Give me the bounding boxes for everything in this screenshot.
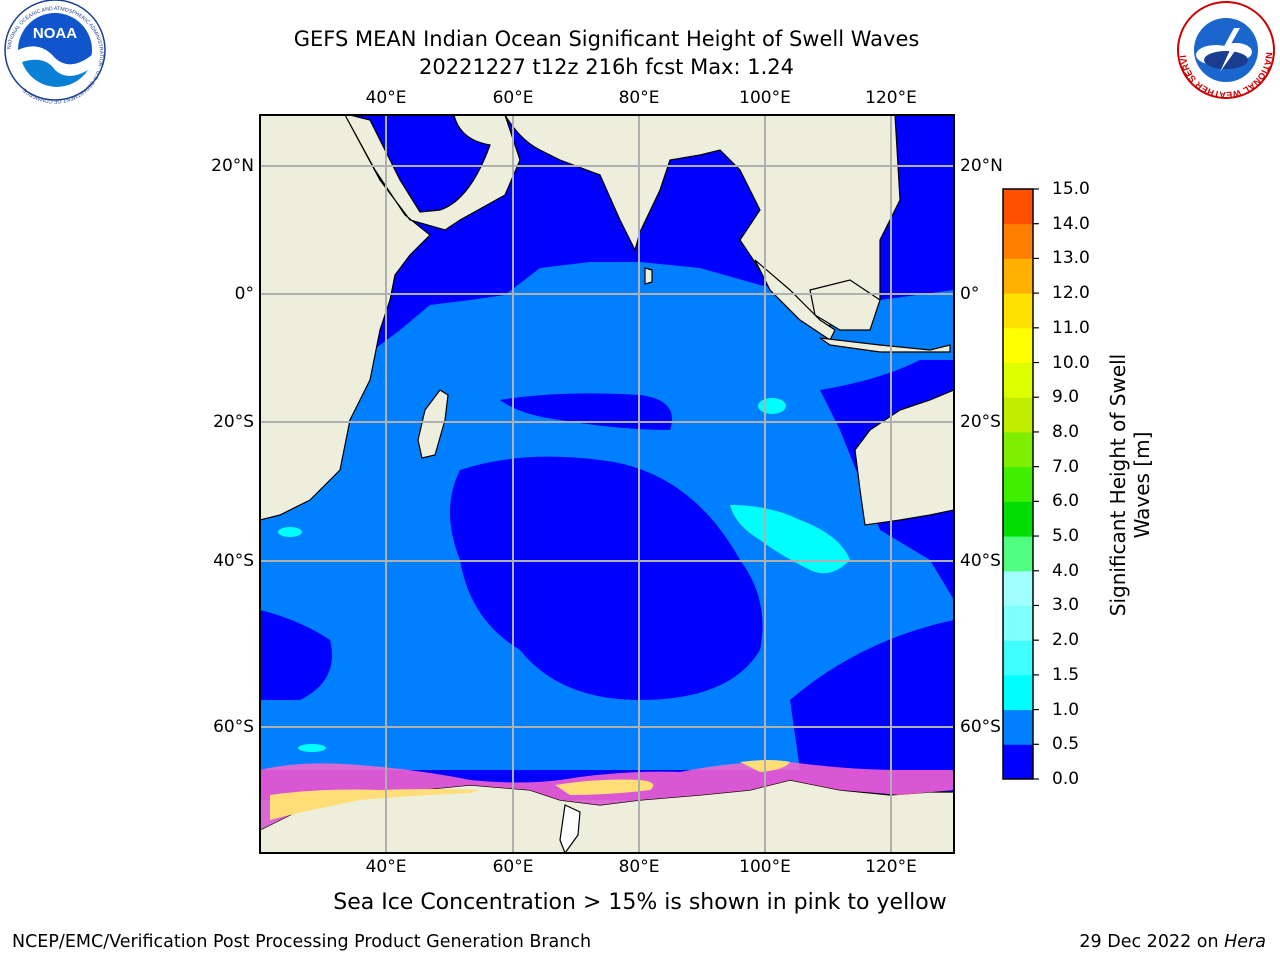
colorbar-tick-label: 12.0 [1052, 283, 1090, 304]
colorbar-band [1003, 709, 1033, 745]
colorbar-band [1003, 744, 1033, 780]
colorbar-tick-label: 0.5 [1052, 734, 1080, 755]
colorbar-band [1003, 189, 1033, 225]
footer-credit: NCEP/EMC/Verification Post Processing Pr… [12, 932, 592, 952]
lon-tick-top: 60°E [492, 88, 534, 108]
colorbar-band [1003, 397, 1033, 433]
lat-tick-left: 60°S [213, 717, 254, 737]
colorbar-tick-label: 1.0 [1052, 699, 1080, 720]
chart-title: GEFS MEAN Indian Ocean Significant Heigh… [293, 27, 920, 51]
lat-tick-left: 0° [234, 284, 254, 304]
colorbar-band [1003, 640, 1033, 676]
map-frame [259, 114, 955, 854]
lat-tick-right: 20°S [960, 412, 1001, 432]
land-masses [260, 115, 954, 853]
colorbar-tick-label: 10.0 [1052, 352, 1090, 373]
colorbar-tick-label: 1.5 [1052, 664, 1080, 685]
footer-date: 29 Dec 2022 on Hera [1079, 932, 1266, 952]
lon-tick-bottom: 100°E [739, 857, 791, 877]
colorbar-band [1003, 605, 1033, 641]
colorbar-tick-label: 13.0 [1052, 248, 1090, 269]
colorbar-tick-label: 15.0 [1052, 179, 1090, 199]
colorbar-band [1003, 431, 1033, 468]
lon-tick-bottom: 80°E [618, 857, 660, 877]
lat-tick-right: 60°S [960, 717, 1001, 737]
colorbar-label: Significant Height of Swell Waves [m] [1106, 353, 1154, 617]
lon-tick-top: 80°E [618, 88, 660, 108]
colorbar-tick-label: 11.0 [1052, 317, 1090, 338]
lon-tick-bottom: 40°E [365, 857, 407, 877]
sea-ice-caption: Sea Ice Concentration > 15% is shown in … [333, 890, 947, 915]
colorbar-tick-label: 0.0 [1052, 769, 1080, 789]
colorbar-tick-label: 3.0 [1052, 595, 1080, 616]
lon-tick-top: 40°E [365, 88, 407, 108]
colorbar-band [1003, 327, 1033, 364]
lat-tick-right: 20°N [960, 156, 1003, 176]
colorbar-tick-label: 6.0 [1052, 491, 1080, 512]
colorbar-tick-label: 5.0 [1052, 526, 1080, 547]
colorbar-tick-label: 14.0 [1052, 213, 1090, 234]
colorbar-tick-label: 2.0 [1052, 630, 1080, 651]
lat-tick-left: 40°S [213, 551, 254, 571]
lat-tick-left: 20°N [211, 156, 254, 176]
colorbar-band [1003, 536, 1033, 572]
colorbar-band [1003, 223, 1033, 259]
colorbar-frame [1002, 188, 1034, 780]
colorbar-tick-label: 7.0 [1052, 456, 1080, 477]
chart-subtitle: 20221227 t12z 216h fcst Max: 1.24 [419, 55, 794, 79]
colorbar-tick-label: 9.0 [1052, 387, 1080, 408]
colorbar-band [1003, 362, 1033, 398]
colorbar-band [1003, 466, 1033, 502]
noaa-logo-text: NOAA [33, 25, 77, 42]
lat-tick-right: 0° [960, 284, 980, 304]
colorbar-band [1003, 570, 1033, 606]
lon-tick-top: 120°E [865, 88, 917, 108]
colorbar-band [1003, 501, 1033, 537]
map-gridlines [260, 115, 954, 853]
noaa-logo: NOAA NATIONAL OCEANIC AND ATMOSPHERIC AD… [4, 0, 106, 104]
colorbar-tick-label: 8.0 [1052, 421, 1080, 442]
colorbar-band [1003, 674, 1033, 711]
nws-logo: NATIONAL WEATHER SERVICE [1176, 0, 1275, 100]
colorbar-band [1003, 258, 1033, 294]
lon-tick-bottom: 120°E [865, 857, 917, 877]
lon-tick-top: 100°E [739, 88, 791, 108]
colorbar-band [1003, 293, 1033, 329]
colorbar-tick-label: 4.0 [1052, 560, 1080, 581]
sea-ice-band [260, 760, 954, 830]
lat-tick-left: 20°S [213, 412, 254, 432]
lat-tick-right: 40°S [960, 551, 1001, 571]
lon-tick-bottom: 60°E [492, 857, 534, 877]
